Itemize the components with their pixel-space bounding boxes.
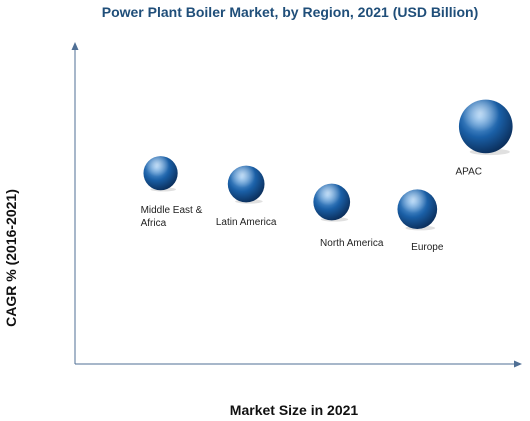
bubble-label-latin-america: Latin America <box>216 217 277 228</box>
y-axis-arrow <box>71 42 79 50</box>
x-axis-arrow <box>514 360 522 368</box>
bubble-shine <box>313 183 351 221</box>
bubbles <box>143 99 513 231</box>
bubble-middle-east-africa <box>143 156 178 192</box>
bubble-shine <box>143 156 178 191</box>
bubble-labels: Middle East & Africa Latin America North Am… <box>141 166 482 253</box>
bubble-label-apac: APAC <box>456 166 483 177</box>
bubble-apac <box>458 99 513 156</box>
bubble-label-europe: Europe <box>411 242 444 253</box>
x-axis-title: Market Size in 2021 <box>230 402 359 418</box>
bubble-shine <box>397 189 438 230</box>
axes <box>71 42 522 368</box>
bubble-europe <box>397 189 438 231</box>
bubble-latin-america <box>227 165 265 204</box>
bubble-shine <box>227 165 265 203</box>
bubble-north-america <box>313 183 351 222</box>
bubble-shine <box>458 99 513 154</box>
bubble-label-north-america: North America <box>320 238 384 249</box>
chart-title: Power Plant Boiler Market, by Region, 20… <box>102 4 479 20</box>
y-axis-title: CAGR % (2016-2021) <box>3 189 19 327</box>
bubble-label-middle-east-africa: Middle East & Africa <box>141 205 203 229</box>
